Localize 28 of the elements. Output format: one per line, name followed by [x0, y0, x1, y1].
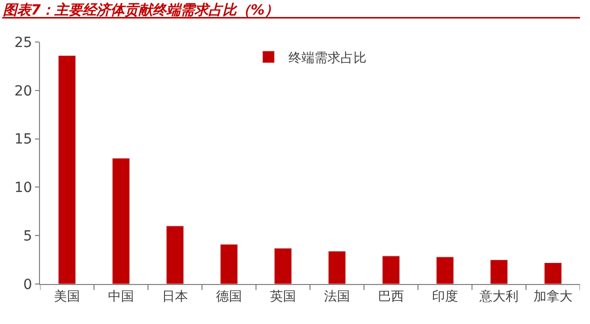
bar — [166, 226, 184, 284]
y-tick-label: 10 — [14, 180, 32, 196]
bar — [544, 262, 562, 284]
chart-title: 图表7：主要经济体贡献终端需求占比（%） — [2, 2, 279, 19]
x-tick-label: 法国 — [324, 290, 350, 305]
x-tick-label: 意大利 — [478, 290, 518, 305]
x-tick-label: 巴西 — [378, 290, 404, 305]
x-tick-label: 日本 — [162, 290, 188, 305]
y-tick-label: 25 — [14, 34, 32, 51]
y-tick-label: 15 — [14, 132, 32, 148]
bar — [220, 244, 238, 284]
x-tick-label: 印度 — [432, 288, 458, 305]
x-tick-label: 美国 — [54, 288, 80, 305]
bar — [328, 250, 346, 284]
x-tick-label: 德国 — [216, 290, 242, 305]
x-tick-label: 英国 — [270, 290, 296, 305]
x-tick-label: 中国 — [108, 290, 134, 305]
y-tick-label: 20 — [14, 83, 32, 100]
bar — [436, 256, 454, 284]
bar — [58, 55, 76, 284]
bar — [274, 248, 292, 284]
y-tick-label: 5 — [23, 228, 32, 244]
legend-label: 终端需求占比 — [288, 51, 366, 66]
x-tick-label: 加拿大 — [534, 290, 572, 305]
bar — [382, 256, 400, 284]
y-tick-label: 0 — [23, 276, 32, 293]
bar — [490, 260, 508, 284]
bar — [112, 158, 130, 284]
